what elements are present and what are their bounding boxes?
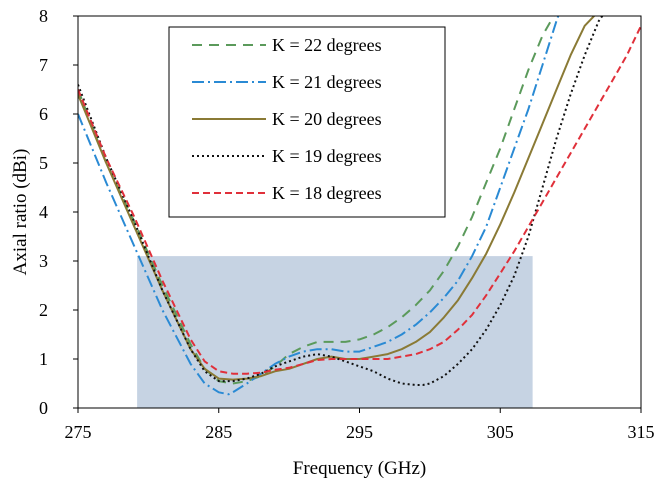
x-tick-label: 305 — [487, 422, 514, 442]
shaded-band — [137, 256, 533, 408]
y-tick-label: 0 — [39, 398, 48, 418]
series-line-4 — [78, 16, 604, 386]
y-axis-ticks: 0 1 2 3 4 5 6 7 8 — [39, 6, 78, 418]
series-line-2 — [78, 16, 560, 396]
y-tick-label: 7 — [39, 55, 48, 75]
y-tick-label: 3 — [39, 251, 48, 271]
y-tick-label: 5 — [39, 153, 48, 173]
legend: K = 22 degrees K = 21 degrees K = 20 degre… — [168, 26, 446, 218]
y-axis-title: Axial ratio (dBi) — [10, 149, 31, 276]
legend-label-5: K = 18 degrees — [272, 183, 382, 203]
y-tick-label: 6 — [39, 104, 48, 124]
x-axis-title: Frequency (GHz) — [293, 458, 426, 479]
x-tick-label: 295 — [346, 422, 373, 442]
legend-label-4: K = 19 degrees — [272, 146, 382, 166]
x-tick-label: 275 — [65, 422, 92, 442]
legend-label-2: K = 21 degrees — [272, 72, 382, 92]
series-layer — [78, 16, 641, 396]
legend-box — [168, 26, 446, 218]
legend-label-1: K = 22 degrees — [272, 35, 382, 55]
legend-label-3: K = 20 degrees — [272, 109, 382, 129]
y-tick-label: 1 — [39, 349, 48, 369]
y-tick-label: 2 — [39, 300, 48, 320]
series-line-5 — [78, 25, 641, 375]
x-tick-label: 285 — [205, 422, 232, 442]
y-tick-label: 8 — [39, 6, 48, 26]
series-line-3 — [78, 16, 596, 381]
x-axis-ticks: 275 285 295 305 315 — [65, 408, 655, 442]
y-tick-label: 4 — [39, 202, 48, 222]
x-tick-label: 315 — [628, 422, 655, 442]
